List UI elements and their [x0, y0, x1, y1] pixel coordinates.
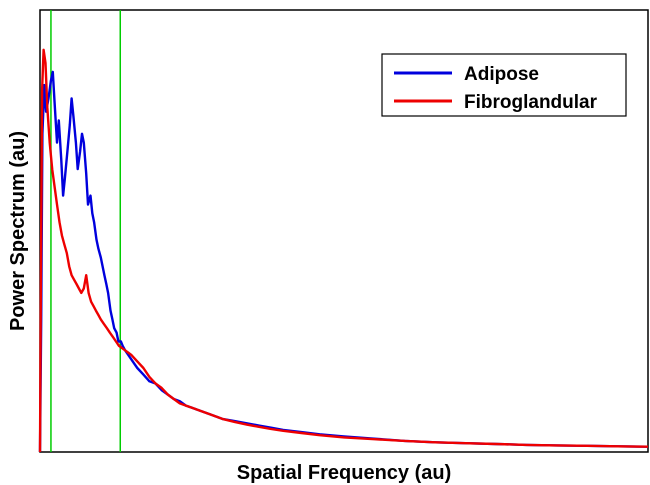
series-lines	[38, 48, 649, 453]
x-axis-label: Spatial Frequency (au)	[237, 462, 452, 484]
legend-label-adipose: Adipose	[464, 64, 539, 85]
series-line-fibroglandular	[38, 48, 649, 453]
y-axis-label: Power Spectrum (au)	[7, 131, 29, 331]
legend: Adipose Fibroglandular	[381, 53, 627, 117]
legend-box	[381, 53, 627, 117]
legend-label-fibroglandular: Fibroglandular	[464, 92, 598, 113]
